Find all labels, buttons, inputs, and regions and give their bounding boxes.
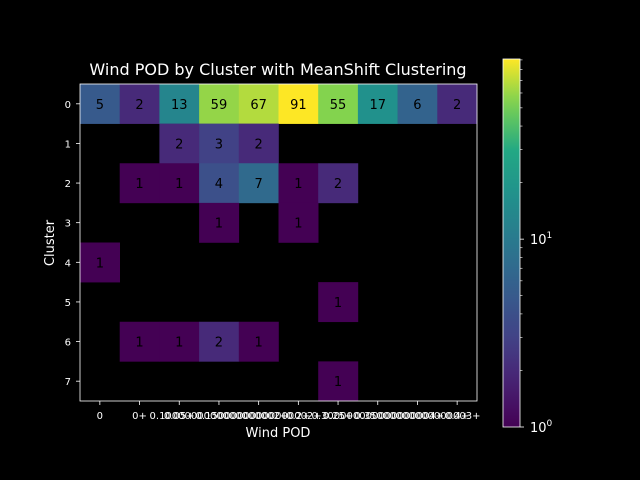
heatmap-cell [238,163,279,204]
cell-value-label: 1 [135,177,143,192]
cell-value-label: 1 [334,375,342,390]
x-tick-label: 0.15000000000000002+ [196,411,322,422]
heatmap-cell [199,84,240,124]
cell-value-label: 1 [294,177,302,192]
y-axis-ticks: 0 1 2 3 4 5 6 7 [65,100,80,388]
cell-value-label: 2 [215,336,223,351]
heatmap-cell [199,202,240,243]
heatmap-cell [397,84,438,124]
heatmap-cell [238,123,279,164]
heatmap-cell [318,282,359,323]
cell-value-label: 59 [211,98,228,113]
y-tick-label: 1 [65,139,71,150]
cell-value-label: 2 [175,137,183,152]
cell-value-label: 2 [453,98,461,113]
plot-frame [79,83,478,402]
colorbar-tick-label: 100 [530,419,553,436]
x-tick-label: 0.25+ [323,411,354,422]
heatmap-cell [159,84,200,124]
heatmap-cell [159,321,200,362]
heatmap-cell [199,163,240,204]
colorbar-tick-label: 101 [530,231,552,248]
y-tick-label: 6 [65,338,71,349]
cell-value-label: 1 [255,336,263,351]
heatmap-cell [119,84,160,124]
heatmap-cell [159,163,200,204]
x-tick-label: 0.05+ [164,411,195,422]
cell-value-label: 2 [135,98,143,113]
heatmap-cell [199,123,240,164]
y-axis-label: Cluster [43,219,58,266]
cell-value-label: 1 [175,177,183,192]
heatmap-cell [238,321,279,362]
cell-value-label: 7 [255,177,263,192]
y-tick-label: 5 [65,298,71,309]
x-axis-label: Wind POD [246,426,311,441]
cell-value-label: 6 [413,98,421,113]
y-tick-label: 2 [65,179,71,190]
heatmap-cell [199,321,240,362]
y-tick-label: 7 [65,377,71,388]
x-tick-label: 0+ [132,411,147,422]
y-tick-label: 3 [65,219,71,230]
cell-value-label: 1 [294,217,302,232]
y-tick-label: 0 [65,100,71,111]
heatmap-cell [357,84,398,124]
heatmap-cell [238,84,279,124]
heatmap-cell [437,84,478,124]
heatmap-cell [278,84,319,124]
heatmap-cell [318,361,359,402]
heatmap-cell [278,202,319,243]
cell-value-label: 1 [135,336,143,351]
heatmap-cell [318,84,359,124]
x-tick-label: 0 [97,411,103,422]
cell-value-label: 1 [96,256,104,271]
heatmap-cell [119,163,160,204]
x-tick-label: 0.1000000000000000002+ [150,411,289,422]
heatmap-cell [278,163,319,204]
x-tick-label: 0.300000000000000004+ [312,411,444,422]
heatmap-cell [80,84,120,124]
cell-value-label: 55 [330,98,347,113]
cell-value-label: 2 [334,177,342,192]
heatmap-cell [119,321,160,362]
x-tick-label: 0.2+ [286,411,310,422]
cell-value-label: 2 [255,137,263,152]
cell-value-label: 67 [250,98,267,113]
x-tick-label: 0.4+ [445,411,469,422]
heatmap-cell [159,123,200,164]
heatmap-cell [80,242,120,283]
heatmap-cells: 5 2 13 59 67 91 55 17 6 2 2 3 2 1 1 4 7 1 2 1 1 1 1 1 1 2 1 1 [80,84,478,402]
cell-value-label: 1 [175,336,183,351]
cell-value-label: 13 [171,98,188,113]
cell-value-label: 5 [96,98,104,113]
chart-title: Wind POD by Cluster with MeanShift Clust… [89,60,466,79]
cell-value-label: 1 [334,296,342,311]
heatmap-cell [318,163,359,204]
y-tick-label: 4 [65,258,71,269]
colorbar-ticks: 100 101 [520,59,553,436]
colorbar-frame [502,58,521,428]
colorbar [503,59,520,427]
cell-value-label: 1 [215,217,223,232]
cell-value-label: 91 [290,98,307,113]
cell-value-label: 17 [369,98,386,113]
cell-value-label: 3 [215,137,223,152]
cell-value-label: 4 [215,177,223,192]
x-tick-label: 0.35000000000000003+ [354,411,480,422]
x-axis-ticks: 0 0+ 0.05+0.1000000000000000002+0.15000000… [97,401,480,422]
